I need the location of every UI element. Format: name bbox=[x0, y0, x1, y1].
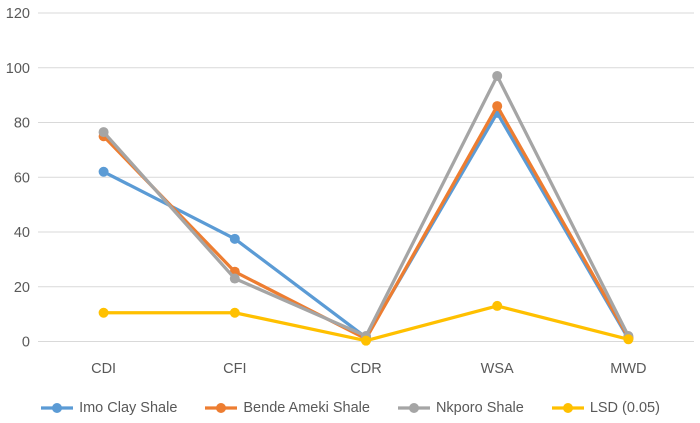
data-point-marker bbox=[229, 307, 240, 318]
legend-swatch-line-icon bbox=[41, 403, 74, 413]
data-point-marker bbox=[492, 300, 503, 311]
series-line bbox=[101, 111, 631, 341]
data-point-marker bbox=[98, 166, 109, 177]
x-category-label: CDI bbox=[91, 361, 116, 377]
data-point-marker bbox=[98, 307, 109, 318]
legend-item-imo-clay-shale: Imo Clay Shale bbox=[40, 401, 177, 416]
data-point-marker bbox=[98, 127, 109, 138]
plot-area: 0 20 40 60 80 100 120 CDI CFI CDR WSA MWD bbox=[6, 6, 694, 377]
data-point-marker bbox=[361, 335, 371, 346]
y-tick-label: 100 bbox=[6, 61, 30, 77]
x-category-label: CDR bbox=[350, 361, 381, 377]
data-point-marker bbox=[229, 233, 240, 244]
y-tick-label: 120 bbox=[6, 6, 30, 22]
legend-item-lsd: LSD (0.05) bbox=[551, 401, 660, 416]
y-tick-label: 0 bbox=[22, 335, 30, 351]
legend-swatch-line-icon bbox=[551, 403, 584, 413]
data-point-marker bbox=[623, 334, 634, 345]
legend-swatch-line-icon bbox=[397, 403, 430, 413]
legend-item-nkporo-shale: Nkporo Shale bbox=[397, 401, 524, 416]
data-point-marker bbox=[492, 70, 503, 81]
y-tick-label: 40 bbox=[14, 225, 30, 241]
series-line bbox=[101, 104, 631, 341]
legend-swatch-line-icon bbox=[205, 403, 238, 413]
data-point-marker bbox=[229, 273, 240, 284]
chart-legend: Imo Clay Shale Bende Ameki Shale Nkporo … bbox=[0, 396, 700, 420]
x-category-label: MWD bbox=[610, 361, 646, 377]
legend-label: LSD (0.05) bbox=[589, 399, 660, 416]
x-category-label: WSA bbox=[481, 361, 514, 377]
y-tick-label: 80 bbox=[14, 116, 30, 132]
legend-label: Imo Clay Shale bbox=[79, 399, 178, 416]
y-tick-label: 20 bbox=[14, 280, 30, 296]
legend-item-bende-ameki-shale: Bende Ameki Shale bbox=[204, 401, 370, 416]
y-tick-label: 60 bbox=[14, 170, 30, 186]
legend-label: Nkporo Shale bbox=[435, 399, 524, 416]
x-category-label: CFI bbox=[223, 361, 246, 377]
legend-label: Bende Ameki Shale bbox=[243, 399, 370, 416]
data-point-marker bbox=[492, 101, 503, 112]
